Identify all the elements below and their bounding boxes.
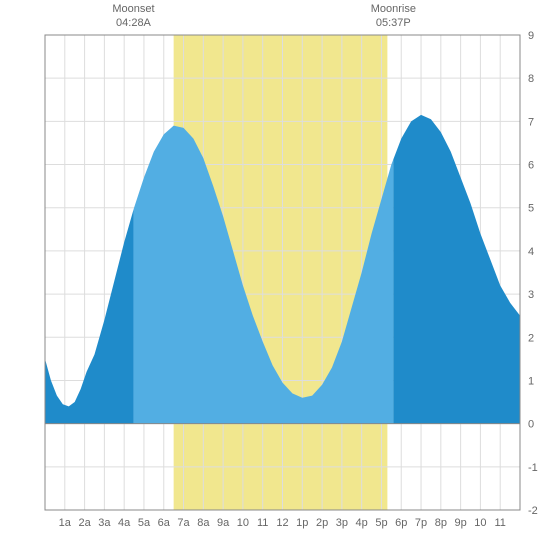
svg-text:5p: 5p [375, 517, 387, 529]
svg-text:3a: 3a [98, 517, 111, 529]
tide-chart: -2-101234567891a2a3a4a5a6a7a8a9a1011121p… [0, 0, 550, 550]
svg-text:6p: 6p [395, 517, 407, 529]
svg-text:0: 0 [528, 419, 534, 431]
svg-text:7: 7 [528, 116, 534, 128]
svg-text:4: 4 [528, 246, 534, 258]
svg-text:8a: 8a [197, 517, 210, 529]
svg-text:8: 8 [528, 73, 534, 85]
svg-text:9p: 9p [455, 517, 467, 529]
svg-text:7p: 7p [415, 517, 427, 529]
svg-text:11: 11 [494, 517, 505, 529]
moonrise-annotation: Moonrise 05:37P [358, 2, 428, 31]
svg-text:6a: 6a [158, 517, 171, 529]
svg-text:3p: 3p [336, 517, 348, 529]
svg-text:5: 5 [528, 203, 534, 215]
svg-text:6: 6 [528, 160, 534, 172]
moonrise-label: Moonrise [358, 2, 428, 16]
moonrise-time: 05:37P [358, 16, 428, 30]
svg-text:4p: 4p [356, 517, 368, 529]
svg-text:2p: 2p [316, 517, 328, 529]
moonset-annotation: Moonset 04:28A [98, 2, 168, 31]
svg-text:-1: -1 [528, 462, 538, 474]
svg-text:10: 10 [237, 517, 249, 529]
svg-text:2a: 2a [78, 517, 91, 529]
svg-text:-2: -2 [528, 505, 538, 517]
svg-text:1a: 1a [59, 517, 72, 529]
svg-text:4a: 4a [118, 517, 131, 529]
svg-text:10: 10 [474, 517, 486, 529]
svg-text:1: 1 [528, 375, 534, 387]
moonset-label: Moonset [98, 2, 168, 16]
svg-text:1p: 1p [296, 517, 308, 529]
svg-text:8p: 8p [435, 517, 447, 529]
svg-text:9a: 9a [217, 517, 230, 529]
svg-text:2: 2 [528, 332, 534, 344]
svg-text:5a: 5a [138, 517, 151, 529]
moonset-time: 04:28A [98, 16, 168, 30]
svg-text:9: 9 [528, 30, 534, 42]
chart-svg: -2-101234567891a2a3a4a5a6a7a8a9a1011121p… [0, 0, 550, 550]
svg-text:12: 12 [276, 517, 288, 529]
svg-text:11: 11 [257, 517, 268, 529]
svg-text:7a: 7a [177, 517, 190, 529]
svg-text:3: 3 [528, 289, 534, 301]
